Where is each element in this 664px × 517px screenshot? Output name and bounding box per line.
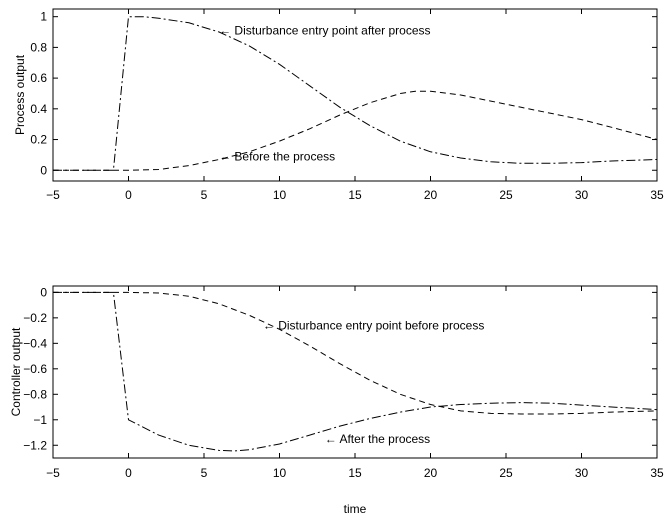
x-axis-label: time: [344, 502, 367, 516]
x-tick-label: 35: [650, 188, 664, 202]
y-tick-label: −0.2: [23, 311, 47, 325]
x-tick-label: 20: [424, 466, 438, 480]
x-tick-label: −5: [46, 466, 60, 480]
y-tick-label: −0.6: [23, 362, 47, 376]
x-tick-label: 10: [273, 188, 287, 202]
x-tick-label: 30: [575, 466, 589, 480]
y-tick-label: 0.6: [30, 71, 47, 85]
annotation-label: ← Before the process: [219, 149, 335, 163]
x-tick-label: 30: [575, 188, 589, 202]
x-tick-label: 15: [348, 466, 362, 480]
y-tick-label: −0.8: [23, 387, 47, 401]
y-tick-label: 1: [40, 10, 47, 24]
chart-panel-1: −5 0 5 10 15 20 25 30 35 0 0.2 0.4 0.6 0.8 1 Process ou…: [13, 8, 664, 202]
y-tick-label: −1: [33, 413, 47, 427]
x-tick-label: 0: [125, 466, 132, 480]
y-tick-label: −0.4: [23, 336, 47, 350]
x-tick-label: 0: [125, 188, 132, 202]
y-tick-label: 0: [40, 163, 47, 177]
annotation-label: ← After the process: [325, 432, 430, 446]
series-line-dashdot: [53, 16, 658, 171]
y-axis-label: Process output: [13, 54, 27, 135]
y-tick-label: 0.4: [30, 102, 47, 116]
annotation-label: ← Disturbance entry point before process: [263, 318, 484, 332]
x-tick-label: 25: [499, 188, 513, 202]
x-tick-label: 15: [348, 188, 362, 202]
y-tick-label: 0: [40, 285, 47, 299]
x-tick-label: 10: [273, 466, 287, 480]
x-tick-label: 20: [424, 188, 438, 202]
annotation-label: ← Disturbance entry point after process: [219, 24, 430, 38]
y-tick-label: −1.2: [23, 438, 47, 452]
x-tick-label: 25: [499, 466, 513, 480]
series-line-dashed: [53, 291, 658, 415]
chart-panel-2: −5 0 5 10 15 20 25 30 35 0 −0.2 −0.4 −0.6 −0.8 −1 −1.2 C…: [9, 285, 664, 516]
series-line-dashdot: [53, 291, 658, 452]
y-tick-label: 0.8: [30, 40, 47, 54]
x-tick-label: −5: [46, 188, 60, 202]
x-tick-label: 5: [201, 466, 208, 480]
series-line-dashed: [53, 90, 658, 171]
y-axis-label: Controller output: [9, 327, 23, 416]
x-tick-label: 5: [201, 188, 208, 202]
y-tick-label: 0.2: [30, 133, 47, 147]
x-tick-label: 35: [650, 466, 664, 480]
